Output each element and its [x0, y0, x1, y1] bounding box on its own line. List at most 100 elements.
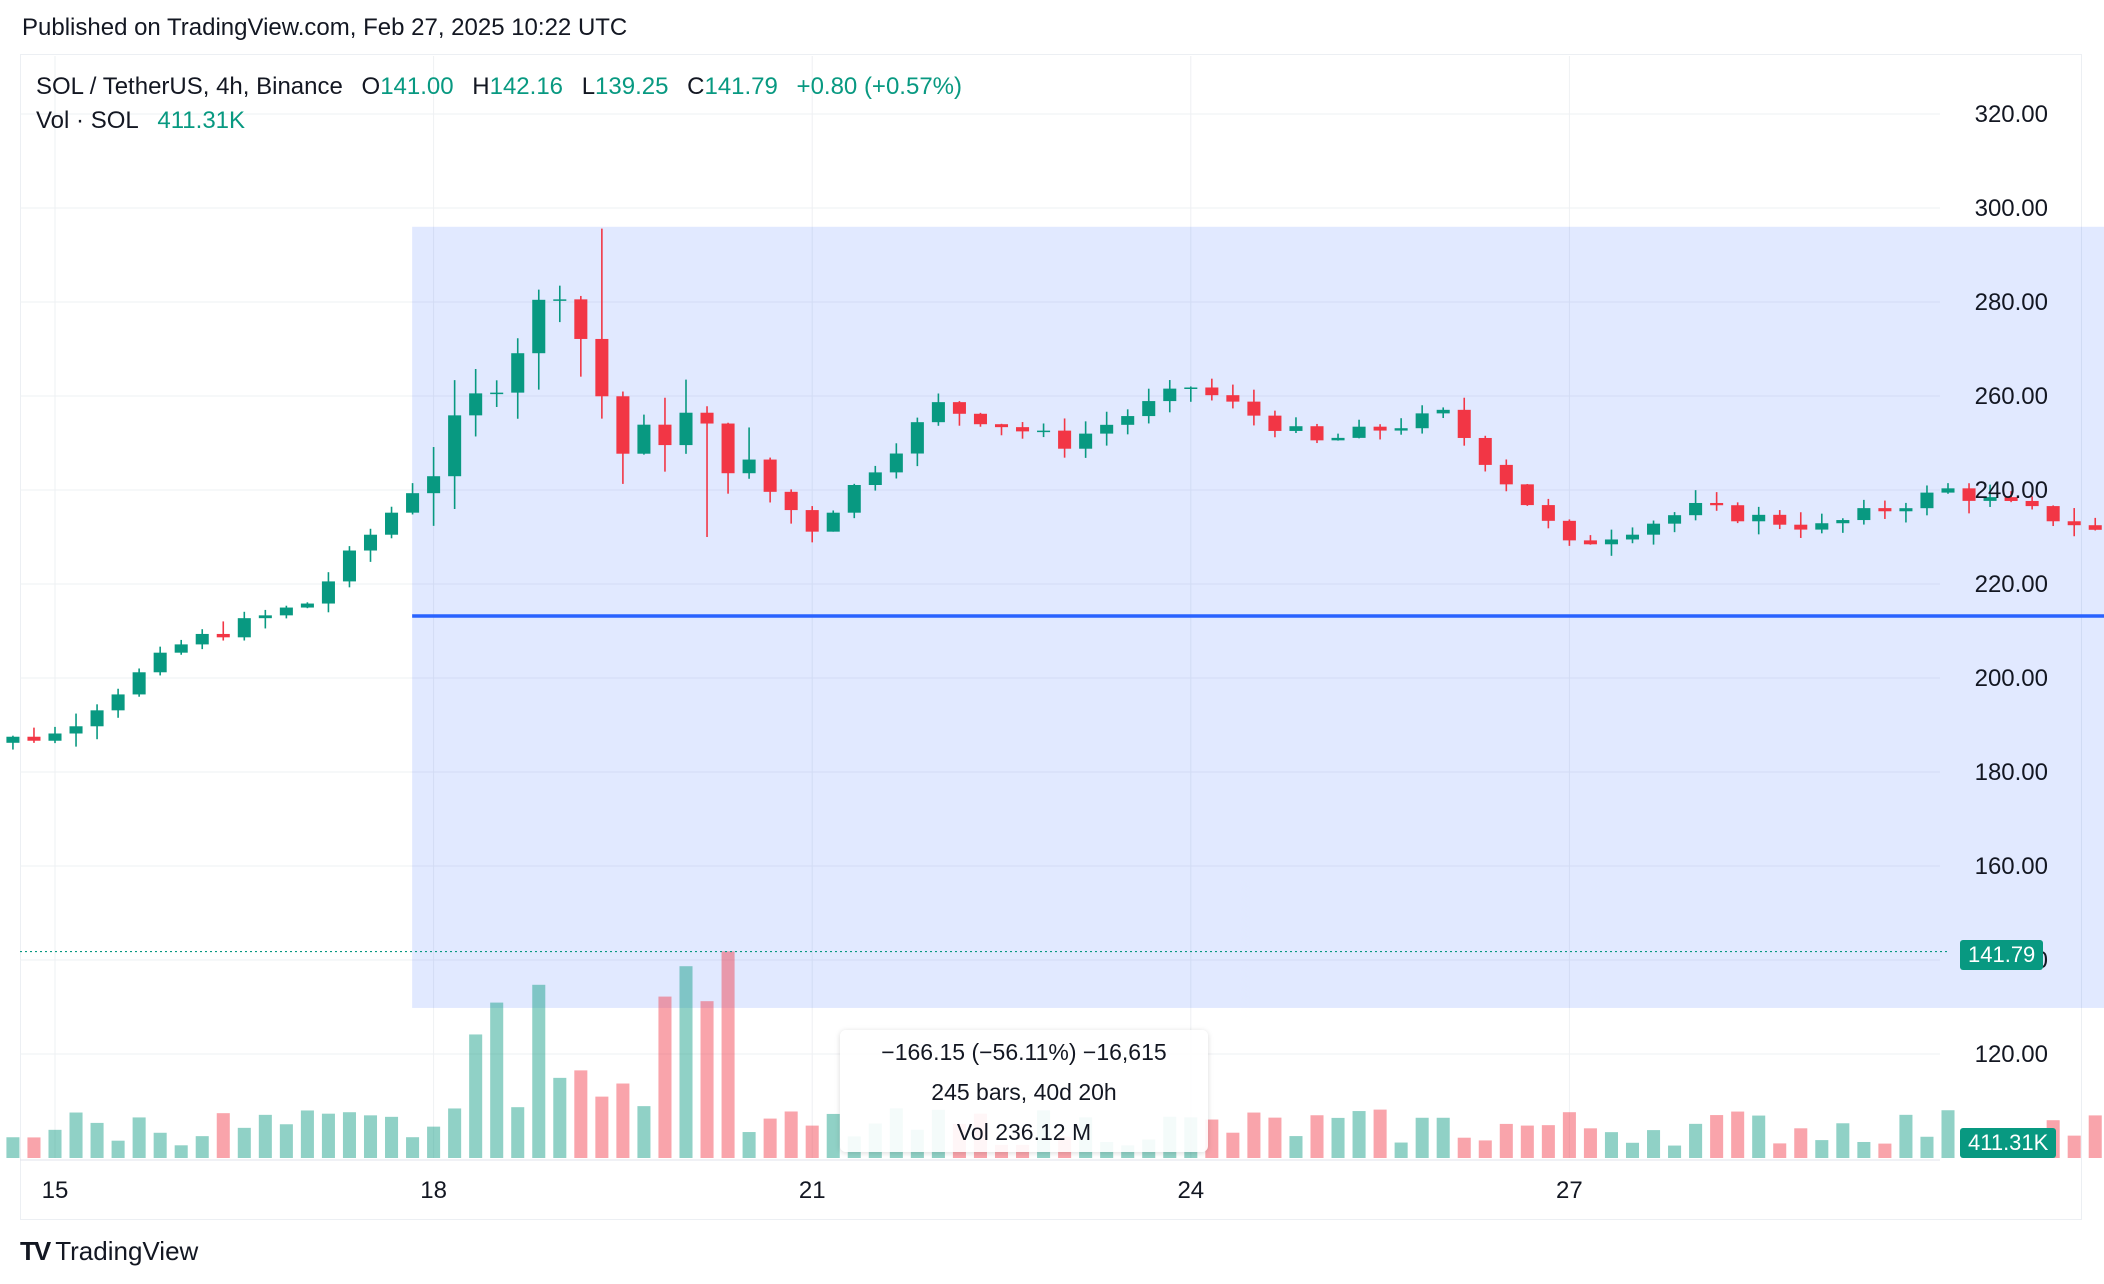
candle-body: [658, 424, 672, 446]
open-value: 141.00: [380, 73, 454, 100]
y-tick-label: 120.00: [1975, 1041, 2048, 1068]
low-value: 139.25: [595, 73, 669, 100]
measure-change: −166.15 (−56.11%) −16,615: [881, 1039, 1167, 1065]
y-tick-label: 180.00: [1975, 759, 2048, 786]
volume-bar: [1794, 1128, 1808, 1158]
candle-body: [1962, 488, 1976, 501]
published-caption: Published on TradingView.com, Feb 27, 20…: [22, 14, 628, 41]
x-tick-label: 24: [1177, 1177, 1204, 1204]
candle-body: [1668, 515, 1682, 524]
x-axis: 1518212427Feb4710131619222528: [42, 1177, 1583, 1204]
volume-bar: [721, 951, 735, 1158]
candle-body: [132, 672, 146, 695]
candle-body: [1247, 401, 1261, 416]
volume-bar: [132, 1117, 146, 1158]
volume-bar: [532, 984, 546, 1158]
candle-body: [153, 652, 167, 673]
candle-body: [1310, 426, 1324, 441]
candle-body: [784, 491, 798, 511]
candle-body: [721, 423, 735, 474]
candle-body: [342, 550, 356, 582]
candle-body: [6, 736, 20, 743]
candle-body: [574, 299, 588, 339]
candle-body: [1037, 430, 1051, 433]
tradingview-brand[interactable]: TV TradingView: [20, 1236, 198, 1267]
candle-body: [994, 424, 1009, 428]
y-tick-label: 300.00: [1975, 195, 2048, 222]
candle-body: [469, 393, 483, 416]
candle-body: [1815, 523, 1829, 530]
price-chart[interactable]: 320.00 300.00 280.00 260.00 240.00 220.00 200.…: [0, 0, 2104, 1230]
volume-bar: [826, 1113, 840, 1158]
candle-body: [1352, 426, 1366, 438]
candle-body: [1604, 539, 1618, 545]
volume-bar: [1205, 1119, 1219, 1158]
candle-body: [1394, 428, 1408, 431]
symbol-label[interactable]: SOL / TetherUS, 4h, Binance: [36, 73, 343, 100]
candle-body: [1689, 502, 1703, 516]
candle-body: [616, 396, 630, 454]
volume-bar: [1857, 1141, 1871, 1158]
volume-bar: [1899, 1114, 1913, 1158]
candle-body: [1184, 387, 1198, 389]
candle-body: [2025, 500, 2039, 507]
candle-body: [448, 415, 462, 477]
volume-bar: [363, 1115, 378, 1158]
candle-body: [90, 710, 104, 727]
candle-body: [279, 607, 293, 616]
volume-bar: [1836, 1123, 1850, 1158]
volume-bar: [763, 1118, 777, 1158]
volume-bar: [195, 1136, 209, 1158]
open-label: O: [361, 73, 381, 100]
candle-body: [1058, 430, 1072, 449]
volume-bar: [2067, 1135, 2081, 1158]
brand-name: TradingView: [55, 1236, 199, 1266]
volume-bar: [469, 1034, 483, 1158]
candle-body: [427, 476, 441, 494]
volume-bar: [1415, 1117, 1429, 1158]
candle-body: [2067, 521, 2081, 526]
candle-body: [1268, 415, 1282, 431]
candle-body: [1583, 540, 1597, 545]
x-tick-label: 18: [420, 1177, 447, 1204]
volume-bar: [427, 1126, 441, 1158]
volume-bar: [1289, 1136, 1303, 1158]
y-tick-label: 320.00: [1975, 101, 2048, 128]
candle-body: [1983, 497, 1997, 501]
volume-bar: [216, 1113, 230, 1158]
candle-body: [910, 422, 924, 454]
candle-body: [1457, 409, 1471, 438]
volume-label[interactable]: Vol · SOL: [36, 107, 139, 134]
volume-bar: [6, 1137, 20, 1158]
volume-bar: [342, 1112, 356, 1158]
volume-bar: [1604, 1132, 1618, 1158]
candle-body: [174, 644, 188, 653]
candle-body: [1710, 502, 1724, 506]
candle-body: [1520, 484, 1534, 506]
candle-body: [1121, 416, 1135, 425]
candle-body: [216, 633, 230, 638]
volume-bar: [27, 1137, 41, 1158]
candle-body: [1142, 401, 1156, 417]
measure-bars: 245 bars, 40d 20h: [931, 1079, 1117, 1105]
volume-bar: [679, 966, 693, 1158]
volume-bar: [174, 1145, 188, 1158]
high-value: 142.16: [489, 73, 564, 100]
candle-body: [300, 603, 314, 608]
candle-body: [69, 726, 83, 734]
volume-bar: [279, 1124, 293, 1158]
volume-bar: [1815, 1140, 1829, 1158]
volume-bar: [2088, 1115, 2102, 1158]
volume-bar: [1436, 1117, 1450, 1158]
candle-body: [763, 459, 777, 492]
candle-body: [952, 402, 966, 414]
volume-bar: [1710, 1115, 1724, 1158]
volume-bar: [111, 1140, 125, 1158]
candle-body: [1226, 395, 1240, 402]
candle-body: [2046, 506, 2060, 522]
x-tick-label: 27: [1556, 1177, 1583, 1204]
candle-body: [511, 353, 525, 393]
candle-body: [1625, 534, 1640, 540]
candle-body: [1920, 492, 1934, 509]
candle-body: [1331, 437, 1345, 441]
